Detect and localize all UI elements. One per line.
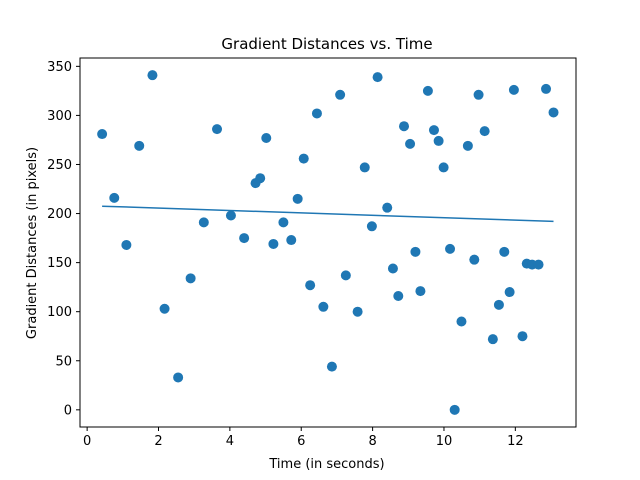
trend-line <box>102 205 554 223</box>
data-point <box>405 138 416 149</box>
x-tick-label: 8 <box>368 434 376 449</box>
y-tick-label: 150 <box>47 256 72 271</box>
data-point <box>305 280 316 291</box>
y-tick-label: 100 <box>47 305 72 320</box>
data-point <box>97 129 108 140</box>
data-point <box>456 316 467 327</box>
x-tick-label: 10 <box>436 434 453 449</box>
data-point <box>393 290 404 301</box>
data-point <box>508 84 519 95</box>
data-point <box>479 126 490 137</box>
data-point <box>499 246 510 257</box>
y-tick-label: 0 <box>64 403 72 418</box>
data-point <box>433 135 444 146</box>
data-point <box>428 125 439 136</box>
x-axis-label: Time (in seconds) <box>268 457 384 472</box>
data-point <box>359 162 370 173</box>
x-tick-label: 6 <box>297 434 305 449</box>
data-point <box>121 239 132 250</box>
y-axis-label: Gradient Distances (in pixels) <box>25 147 40 339</box>
data-point <box>159 303 170 314</box>
chart-title: Gradient Distances vs. Time <box>221 35 432 53</box>
data-point <box>109 192 120 203</box>
data-point <box>462 140 473 151</box>
data-point <box>335 89 346 100</box>
y-tick-label: 50 <box>55 354 72 369</box>
data-point <box>225 210 236 221</box>
data-point <box>134 140 145 151</box>
data-point <box>292 193 303 204</box>
plot-area <box>97 70 559 415</box>
data-point <box>445 243 456 254</box>
y-tick-label: 250 <box>47 158 72 173</box>
data-point <box>268 238 279 249</box>
data-point <box>185 273 196 284</box>
data-point <box>517 331 528 342</box>
data-point <box>261 132 272 143</box>
data-point <box>255 173 266 184</box>
data-point <box>298 153 309 164</box>
x-tick-label: 12 <box>507 434 524 449</box>
data-point <box>318 301 329 312</box>
data-point <box>372 72 383 83</box>
data-point <box>504 287 515 298</box>
data-point <box>352 306 363 317</box>
data-point <box>438 162 449 173</box>
data-point <box>340 270 351 281</box>
data-point <box>473 89 484 100</box>
x-tick-label: 4 <box>226 434 234 449</box>
data-point <box>487 334 498 345</box>
data-point <box>173 372 184 383</box>
data-point <box>387 263 398 274</box>
data-point <box>198 217 209 228</box>
y-tick-label: 350 <box>47 60 72 75</box>
x-tick-label: 0 <box>83 434 91 449</box>
data-point <box>410 246 421 257</box>
axes-frame <box>79 57 577 428</box>
data-point <box>449 404 460 415</box>
data-point <box>147 70 158 81</box>
x-tick-label: 2 <box>154 434 162 449</box>
data-point <box>366 221 377 232</box>
y-tick-label: 300 <box>47 109 72 124</box>
data-point <box>533 259 544 270</box>
data-point <box>311 108 322 119</box>
data-point <box>382 202 393 213</box>
data-point <box>286 235 297 246</box>
data-point <box>239 233 250 244</box>
data-point <box>493 299 504 310</box>
data-point <box>548 107 559 118</box>
data-point <box>399 121 410 132</box>
data-point <box>415 286 426 297</box>
axes: 0 2 4 6 8 10 12 0 50 100 150 200 250 300 350 <box>47 57 577 449</box>
y-tick-label: 200 <box>47 207 72 222</box>
data-point <box>469 254 480 265</box>
data-point <box>278 217 289 228</box>
data-point <box>422 85 433 96</box>
data-point <box>541 83 552 94</box>
data-point <box>326 361 337 372</box>
data-point <box>212 124 223 135</box>
